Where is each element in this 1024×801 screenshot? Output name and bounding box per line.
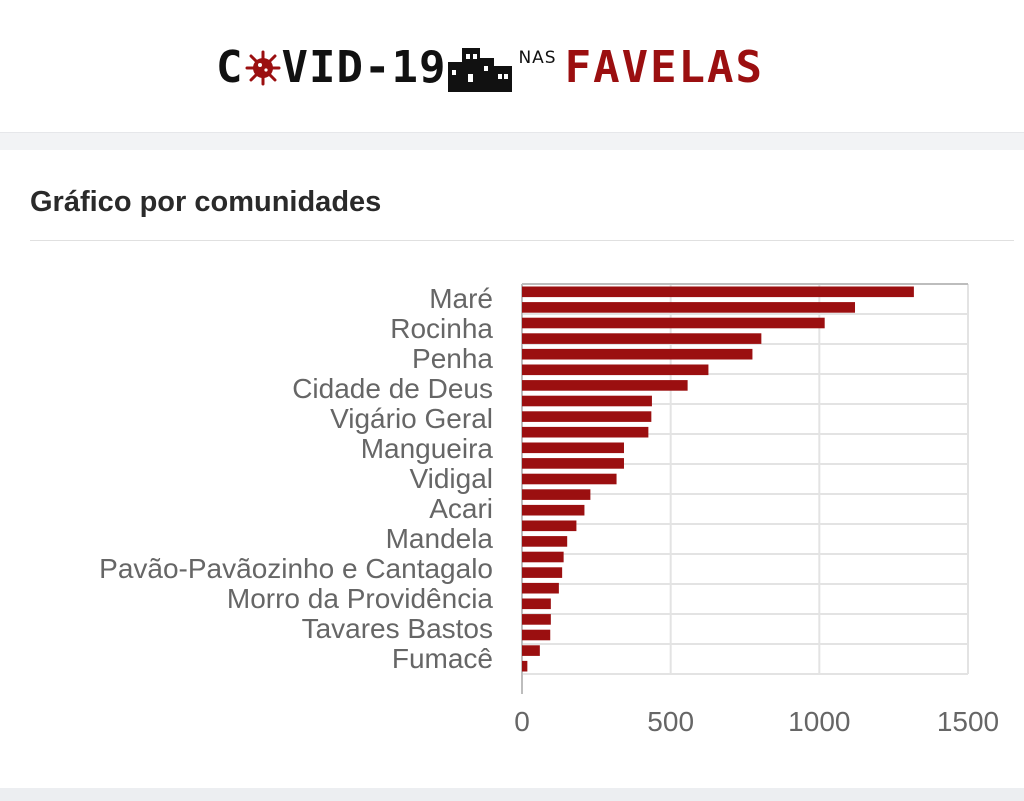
category-label: Mangueira [361,433,494,464]
bar [522,598,551,610]
category-label: Pavão-Pavãozinho e Cantagalo [99,553,493,584]
bar [522,660,528,672]
bar [522,442,624,454]
category-label: Vigário Geral [330,403,493,434]
bar [522,520,577,532]
card-title: Gráfico por comunidades [30,186,382,218]
bar [522,536,568,547]
bar [522,504,585,516]
bar [522,317,825,329]
category-label: Vidigal [409,463,493,494]
bar [522,333,762,344]
category-label: Rocinha [390,313,493,344]
bar [522,364,709,376]
bar [522,380,688,391]
category-label: Mandela [386,523,494,554]
bar [522,567,563,578]
logo-favelas: FAVELAS [564,42,765,93]
bar [522,473,617,485]
covid-nas-favelas-logo[interactable]: C VID-19 NAS FAVELAS [216,40,764,96]
category-label: Acari [429,493,493,524]
favela-houses-icon [448,48,513,92]
bar [522,395,652,407]
logo-covid-prefix: C [216,42,244,93]
x-tick-label: 500 [647,706,694,737]
chart-card: Gráfico por comunidades [0,150,1024,788]
bar [522,614,551,625]
bar [522,458,624,469]
bar [522,551,564,563]
logo-nas: NAS [518,48,557,68]
category-label: Morro da Providência [227,583,494,614]
bar [522,302,856,313]
bar [522,348,753,360]
virus-icon [245,50,280,86]
bar [522,426,649,438]
x-tick-label: 1500 [937,706,999,737]
bar [522,489,591,500]
logo-covid-suffix: VID-19 [281,42,447,93]
category-label: Fumacê [392,643,493,674]
category-label: Penha [412,343,493,374]
category-label: Cidade de Deus [292,373,493,404]
x-tick-label: 1000 [788,706,850,737]
category-label: Maré [429,283,493,314]
bar [522,582,559,594]
bar [522,629,551,641]
card-divider [30,240,1014,241]
bar [522,286,914,298]
footer-strip [0,788,1024,801]
category-label: Tavares Bastos [302,613,493,644]
site-header: C VID-19 NAS FAVELAS [0,0,1024,133]
bar [522,645,540,656]
bar [522,411,652,422]
x-tick-label: 0 [514,706,530,737]
